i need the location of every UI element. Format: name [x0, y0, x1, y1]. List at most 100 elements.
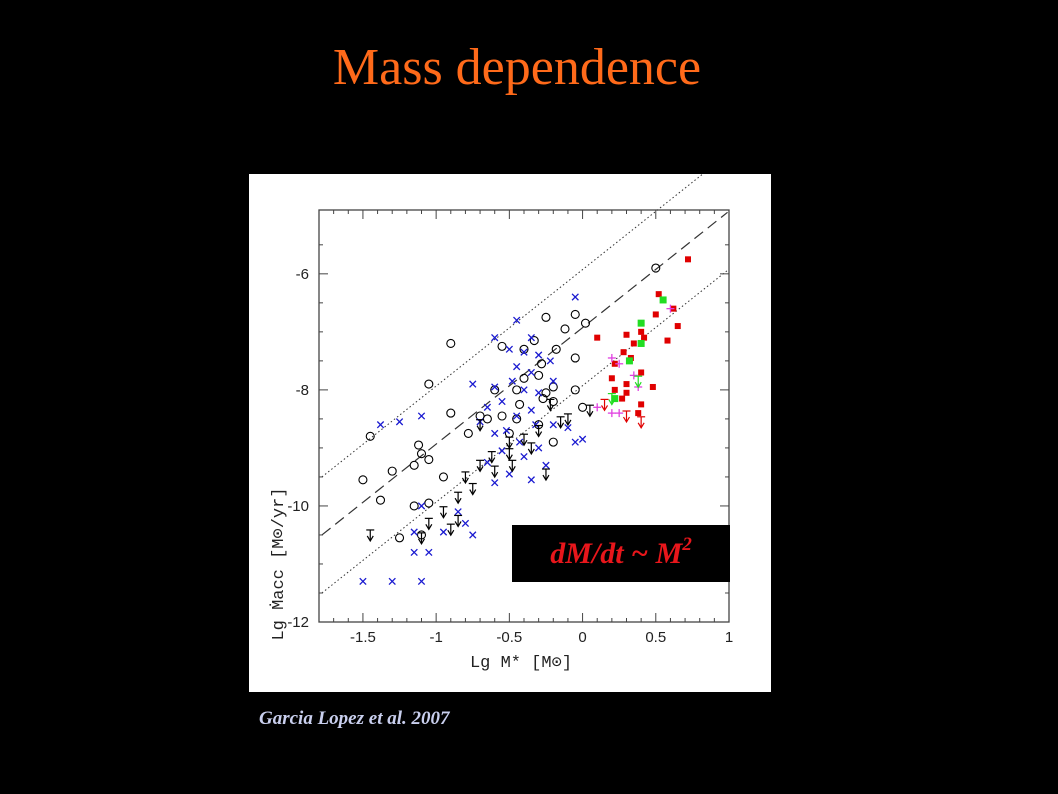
point-square-red [623, 381, 630, 388]
point-square-red [611, 360, 618, 367]
point-square-red [630, 340, 637, 347]
point-open-circle [548, 382, 558, 392]
point-open-circle [365, 431, 375, 441]
point-cross [549, 421, 557, 429]
point-cross [564, 423, 572, 432]
point-open-circle [446, 408, 456, 418]
point-cross [508, 377, 516, 385]
point-cross [532, 421, 540, 429]
point-square-red [674, 323, 681, 330]
point-square-red [608, 375, 615, 382]
point-upper-limit [454, 491, 463, 505]
formula-exponent: 2 [682, 534, 692, 555]
point-plus-magenta [615, 359, 624, 368]
point-cross [527, 476, 535, 484]
point-square-green [625, 357, 633, 365]
point-upper-limit [490, 465, 499, 479]
point-square-green [659, 296, 667, 304]
point-upper-limit-red [637, 416, 646, 429]
point-open-circle [560, 324, 570, 334]
point-square-red [649, 383, 656, 390]
point-cross [513, 316, 521, 324]
point-upper-limit [541, 468, 550, 482]
point-open-circle [414, 440, 424, 450]
point-open-circle [570, 385, 580, 395]
point-upper-limit [534, 424, 543, 438]
point-cross [491, 334, 499, 342]
point-cross [513, 412, 521, 420]
point-open-circle [537, 359, 547, 369]
point-cross [388, 577, 396, 586]
y-axis-label: Lg Ṁacc [M⊙/yr] [269, 487, 289, 640]
point-upper-limit-green [634, 375, 643, 389]
point-upper-limit-red [600, 398, 609, 412]
point-cross [483, 458, 492, 467]
point-square-red [594, 334, 601, 341]
figure-panel: -1.5 -1 -0.5 0 0.5 1 -6 -8 -10 -12 Lg M* [M⊙] Lg … [249, 174, 771, 692]
scatter-chart: -1.5 -1 -0.5 0 0.5 1 -6 -8 -10 -12 Lg M* [M⊙] Lg … [269, 174, 733, 673]
y-tick-label: -8 [296, 382, 309, 399]
point-cross [498, 447, 506, 455]
point-cross [469, 380, 477, 388]
point-upper-limit [439, 506, 448, 519]
point-cross [469, 531, 477, 539]
fit-line-dashed [321, 211, 728, 536]
point-open-circle [570, 353, 580, 363]
point-square-green [637, 339, 645, 347]
point-plus-magenta [666, 304, 675, 313]
point-open-circle [358, 475, 368, 485]
x-tick-label: 1 [725, 629, 733, 646]
point-upper-limit-red [622, 410, 631, 424]
point-square-green [611, 395, 619, 403]
citation: Garcia Lopez et al. 2007 [259, 708, 450, 729]
point-upper-limit [476, 419, 485, 432]
point-square-red [619, 395, 626, 402]
point-square-red [638, 369, 645, 376]
point-square-red [652, 311, 659, 318]
point-cross [410, 528, 418, 536]
point-open-circle [538, 394, 548, 404]
point-open-circle [541, 312, 551, 322]
point-open-circle [446, 338, 456, 349]
point-cross [454, 508, 462, 516]
point-cross [571, 438, 579, 446]
point-upper-limit [476, 459, 485, 473]
point-open-circle [375, 495, 386, 505]
point-square-red [635, 410, 642, 417]
point-cross [498, 397, 506, 406]
x-tick-label: -1.5 [350, 629, 376, 646]
point-cross [515, 438, 524, 446]
point-open-circle [482, 414, 492, 424]
point-square-red [664, 337, 671, 344]
point-cross [359, 577, 367, 586]
point-open-circle [424, 379, 434, 389]
point-square-red [655, 291, 662, 298]
point-square-red [638, 328, 645, 335]
x-tick-label: 0 [578, 629, 586, 646]
point-cross [527, 368, 535, 377]
point-cross [439, 528, 448, 536]
point-open-circle [580, 318, 591, 328]
point-square-red [641, 334, 648, 341]
point-cross [578, 435, 587, 443]
slide-title: Mass dependence [332, 39, 702, 96]
point-open-circle [551, 344, 561, 354]
point-square-red [623, 331, 630, 338]
point-square-red [611, 386, 618, 393]
point-square-red [623, 389, 630, 396]
point-cross [571, 293, 579, 301]
x-tick-label: -0.5 [496, 629, 522, 646]
point-open-circle [541, 388, 551, 398]
point-upper-limit [520, 433, 528, 447]
x-tick-label: -1 [429, 629, 442, 646]
point-open-circle [416, 449, 427, 459]
point-plus-magenta [593, 403, 602, 412]
point-open-circle [512, 385, 522, 395]
point-open-circle [515, 399, 525, 409]
point-square-red [685, 256, 691, 263]
point-square-red [638, 401, 645, 408]
point-cross [534, 351, 543, 359]
formula-text: dM/dt ~ M [550, 537, 683, 570]
point-upper-limit-green [607, 392, 616, 406]
point-open-circle [497, 341, 507, 351]
